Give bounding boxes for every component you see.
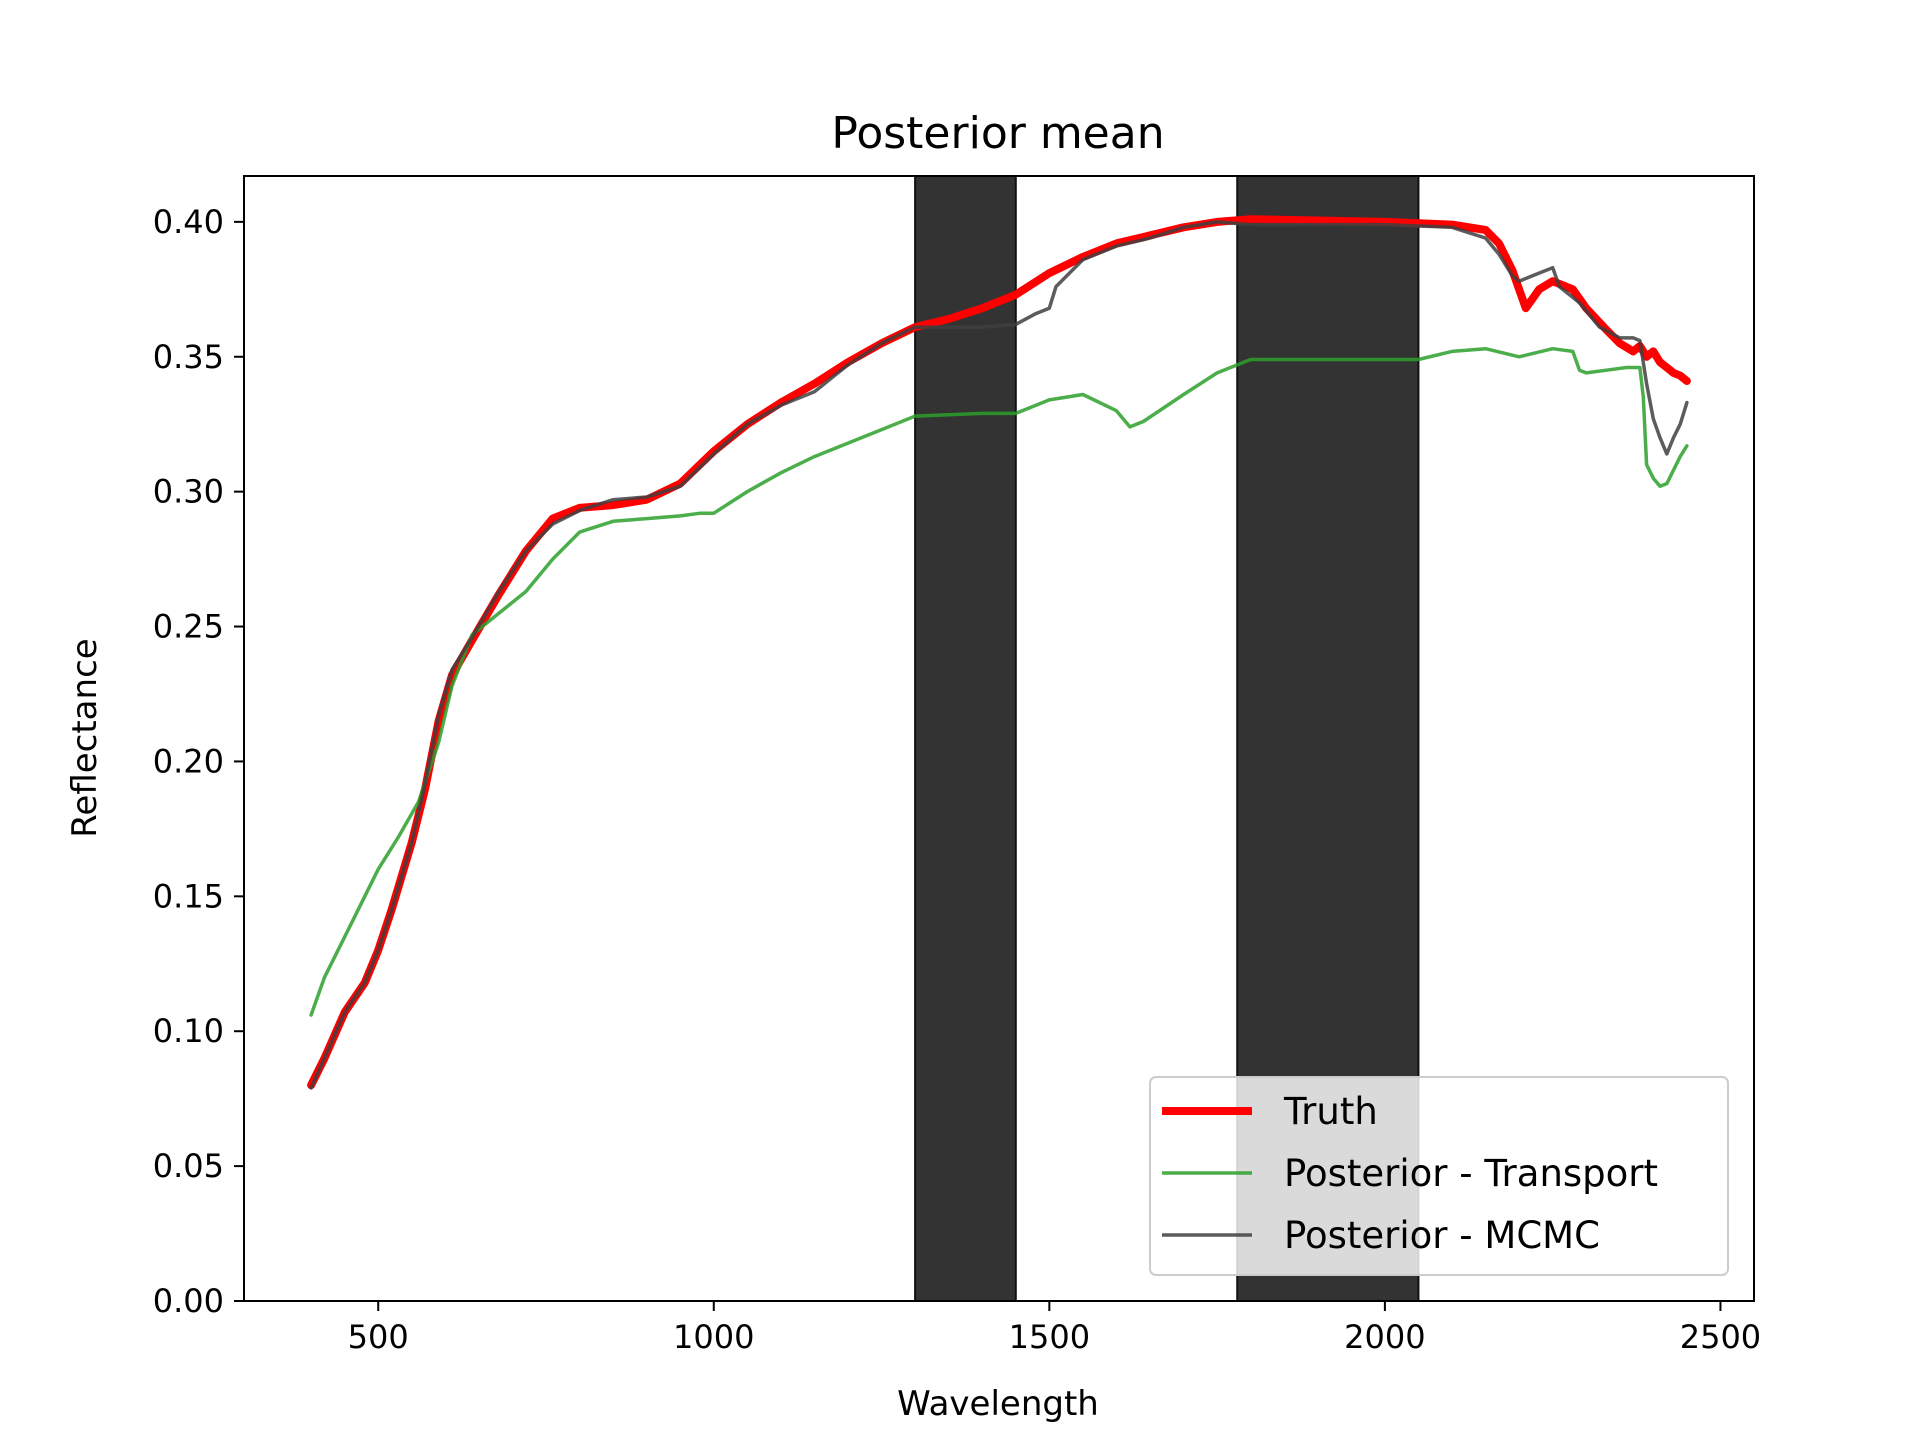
series-line-posterior-transport [309, 346, 1689, 1017]
y-tick-label: 0.05 [153, 1147, 224, 1185]
x-tick-label: 2000 [1344, 1318, 1425, 1356]
x-tick-label: 500 [348, 1318, 409, 1356]
series-line-posterior-mcmc [309, 220, 1689, 1090]
y-tick-label: 0.35 [153, 338, 224, 376]
y-tick-label: 0.30 [153, 473, 224, 511]
y-axis-label: Reflectance [65, 638, 105, 837]
x-tick-label: 1500 [1009, 1318, 1090, 1356]
x-axis-label: Wavelength [897, 1384, 1099, 1424]
y-tick-label: 0.25 [153, 608, 224, 646]
y-tick-label: 0.15 [153, 877, 224, 915]
x-tick-label: 1000 [673, 1318, 754, 1356]
x-axis: 500 1000 1500 2000 2500 [348, 1301, 1761, 1356]
y-tick-label: 0.40 [153, 203, 224, 241]
plot-frame [243, 175, 1755, 1302]
legend-label-posterior-transport: Posterior - Transport [1284, 1152, 1658, 1195]
chart-title: Posterior mean [831, 108, 1164, 159]
x-tick-label: 2500 [1680, 1318, 1761, 1356]
shaded-band-1 [914, 175, 1017, 1302]
series-lines [307, 215, 1691, 1090]
legend-box [1149, 1076, 1729, 1276]
y-tick-label: 0.20 [153, 742, 224, 780]
y-axis: 0.00 0.05 0.10 0.15 0.20 0.25 0.30 0.35 0.40 [153, 203, 244, 1320]
y-tick-label: 0.00 [153, 1282, 224, 1320]
legend-label-truth: Truth [1283, 1090, 1378, 1133]
y-tick-label: 0.10 [153, 1012, 224, 1050]
legend: Truth Posterior - Transport Posterior - MC… [1149, 1076, 1729, 1276]
legend-label-posterior-mcmc: Posterior - MCMC [1284, 1214, 1600, 1257]
